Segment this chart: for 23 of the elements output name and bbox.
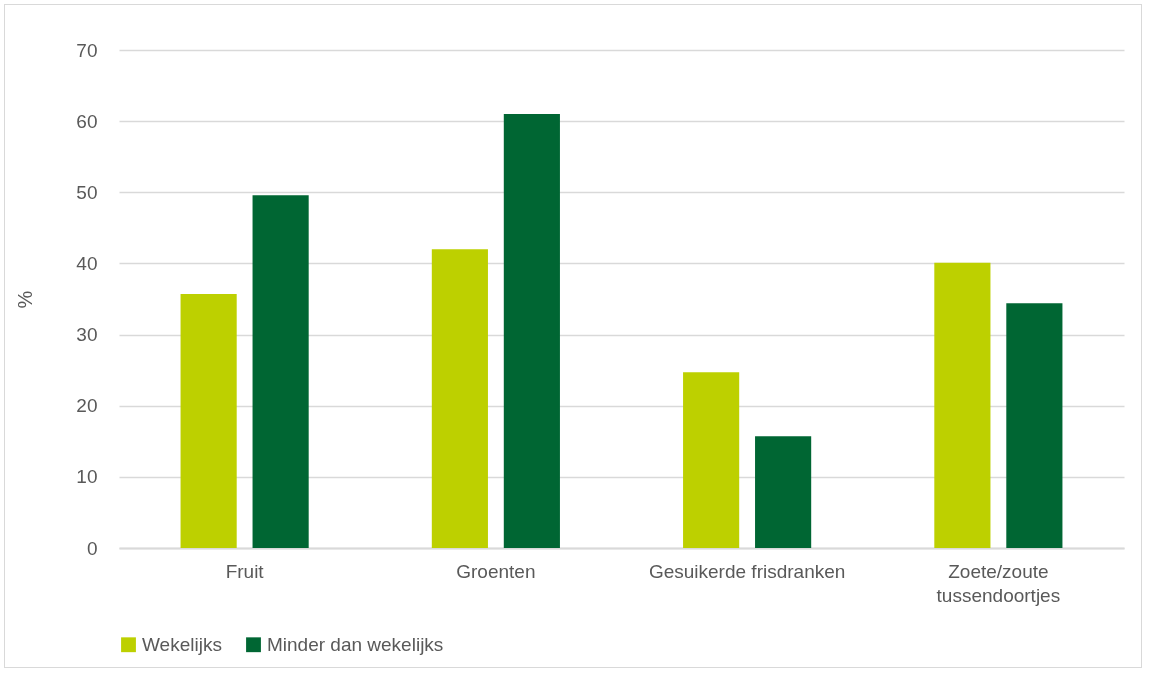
bar: [683, 372, 740, 548]
y-tick-label: 60: [76, 110, 98, 132]
bar: [180, 294, 237, 548]
y-tick-label: 20: [76, 395, 98, 417]
y-tick-label: 70: [76, 39, 98, 61]
x-tick-label: Zoete/zoute tussendoortjes: [936, 560, 1061, 606]
bar: [934, 262, 991, 548]
legend-label: Minder dan wekelijks: [267, 633, 444, 655]
bar: [755, 436, 812, 548]
y-tick-label: 50: [76, 181, 98, 203]
bar: [252, 195, 309, 548]
y-tick-label: 40: [76, 252, 98, 274]
bar: [503, 114, 560, 548]
legend-label: Wekelijks: [142, 633, 222, 655]
x-tick-label: Groenten: [456, 560, 536, 582]
y-tick-label: 10: [76, 466, 98, 488]
x-tick-label: Fruit: [225, 560, 265, 582]
bar: [431, 249, 488, 548]
y-tick-label: 30: [76, 324, 98, 346]
y-tick-label: 0: [86, 537, 98, 559]
bar: [1006, 303, 1063, 548]
y-axis-title: %: [14, 290, 37, 309]
x-tick-label: Gesuikerde frisdranken: [648, 560, 846, 582]
